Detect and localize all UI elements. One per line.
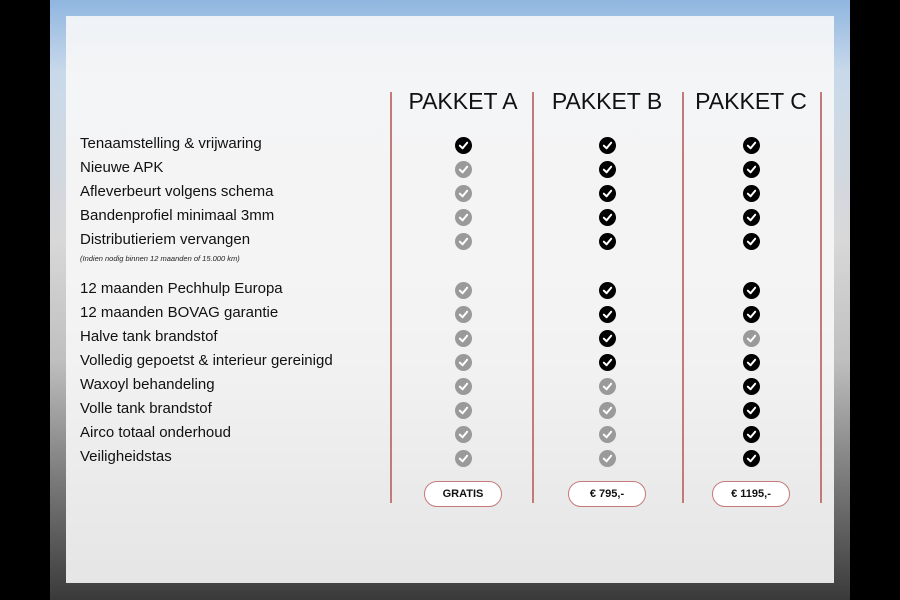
check-not-included-icon — [599, 378, 616, 395]
check-not-included-icon — [743, 330, 760, 347]
check-not-included-icon — [599, 402, 616, 419]
check-included-icon — [743, 426, 760, 443]
check-included-icon — [599, 209, 616, 226]
price-button[interactable]: GRATIS — [424, 481, 502, 507]
check-not-included-icon — [599, 450, 616, 467]
check-not-included-icon — [455, 306, 472, 323]
check-included-icon — [599, 330, 616, 347]
check-not-included-icon — [455, 378, 472, 395]
check-not-included-icon — [455, 330, 472, 347]
column-divider — [390, 92, 392, 503]
check-not-included-icon — [455, 185, 472, 202]
check-not-included-icon — [455, 402, 472, 419]
check-included-icon — [743, 282, 760, 299]
check-not-included-icon — [455, 354, 472, 371]
check-included-icon — [599, 282, 616, 299]
feature-label: Nieuwe APK — [80, 159, 164, 176]
check-included-icon — [743, 306, 760, 323]
check-not-included-icon — [455, 426, 472, 443]
feature-label: Volledig gepoetst & interieur gereinigd — [80, 352, 333, 369]
feature-label: Veiligheidstas — [80, 448, 172, 465]
check-included-icon — [743, 450, 760, 467]
check-included-icon — [743, 137, 760, 154]
check-included-icon — [743, 233, 760, 250]
feature-label: Airco totaal onderhoud — [80, 424, 231, 441]
feature-note: (Indien nodig binnen 12 maanden of 15.00… — [80, 254, 240, 263]
check-not-included-icon — [455, 282, 472, 299]
feature-label: Tenaamstelling & vrijwaring — [80, 135, 262, 152]
check-included-icon — [743, 378, 760, 395]
feature-label: Volle tank brandstof — [80, 400, 212, 417]
package-header: PAKKET B — [551, 88, 663, 114]
price-button[interactable]: € 795,- — [568, 481, 646, 507]
check-included-icon — [455, 137, 472, 154]
check-included-icon — [599, 161, 616, 178]
feature-label: Waxoyl behandeling — [80, 376, 215, 393]
price-button[interactable]: € 1195,- — [712, 481, 790, 507]
feature-label: Afleverbeurt volgens schema — [80, 183, 274, 200]
check-not-included-icon — [455, 233, 472, 250]
check-not-included-icon — [599, 426, 616, 443]
check-included-icon — [599, 185, 616, 202]
check-included-icon — [743, 185, 760, 202]
feature-label: Bandenprofiel minimaal 3mm — [80, 207, 275, 224]
column-divider — [820, 92, 822, 503]
check-included-icon — [743, 209, 760, 226]
feature-label: 12 maanden BOVAG garantie — [80, 304, 279, 321]
check-included-icon — [599, 354, 616, 371]
package-header: PAKKET C — [695, 88, 807, 114]
check-included-icon — [743, 354, 760, 371]
check-not-included-icon — [455, 161, 472, 178]
feature-label: 12 maanden Pechhulp Europa — [80, 280, 283, 297]
column-divider — [682, 92, 684, 503]
feature-label: Halve tank brandstof — [80, 328, 218, 345]
check-included-icon — [599, 233, 616, 250]
package-header: PAKKET A — [408, 88, 518, 114]
check-not-included-icon — [455, 209, 472, 226]
column-divider — [532, 92, 534, 503]
check-included-icon — [599, 137, 616, 154]
check-included-icon — [743, 161, 760, 178]
check-included-icon — [599, 306, 616, 323]
check-not-included-icon — [455, 450, 472, 467]
feature-label: Distributieriem vervangen — [80, 231, 251, 248]
check-included-icon — [743, 402, 760, 419]
